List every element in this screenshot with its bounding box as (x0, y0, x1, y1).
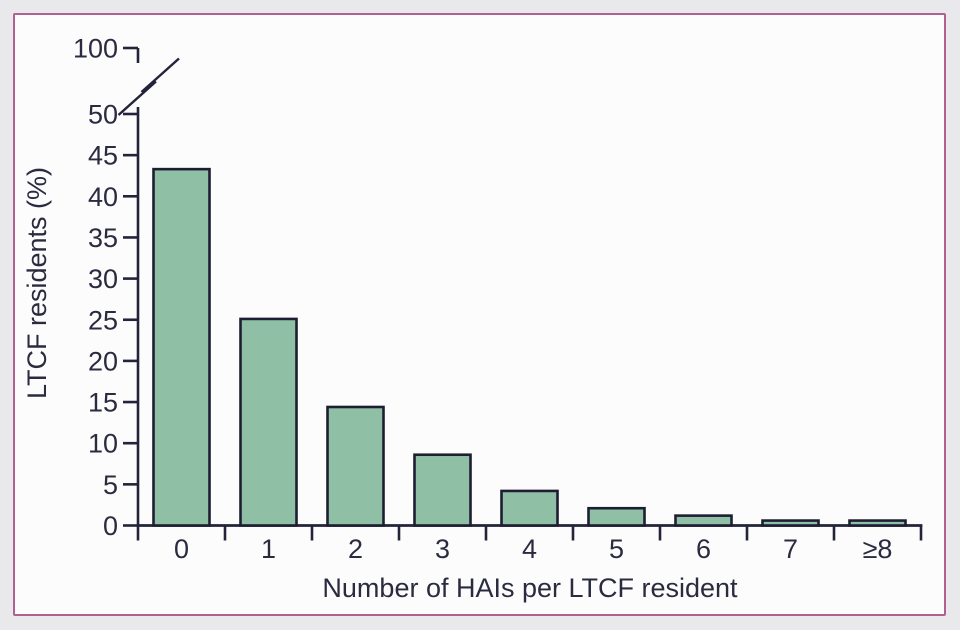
y-axis-title: LTCF residents (%) (22, 167, 52, 399)
bars-layer (152, 167, 907, 527)
bar-cat-3 (413, 453, 472, 527)
y-tick-label: 100 (73, 34, 118, 64)
x-category-label: 2 (348, 534, 363, 564)
y-tick-label: 30 (88, 264, 118, 294)
y-tick-label: 5 (103, 470, 118, 500)
y-tick-label: 50 (88, 100, 118, 130)
bar-cat-8 (848, 519, 907, 527)
bar-cat-1 (239, 317, 298, 527)
bar-cat-5 (587, 506, 646, 527)
x-axis-title: Number of HAIs per LTCF resident (322, 573, 738, 603)
bar-cat-2 (326, 405, 385, 527)
x-category-label: 0 (174, 534, 189, 564)
y-tick-label: 20 (88, 346, 118, 376)
y-tick-label: 40 (88, 182, 118, 212)
x-category-label: ≥8 (863, 534, 893, 564)
y-axis-break-slash (117, 80, 157, 116)
y-tick-label: 45 (88, 141, 118, 171)
bar-cat-4 (500, 489, 559, 527)
x-category-label: 5 (609, 534, 624, 564)
x-category-label: 6 (696, 534, 711, 564)
y-tick-label: 25 (88, 305, 118, 335)
y-axis-break-slash (140, 57, 180, 93)
y-tick-label: 0 (103, 511, 118, 541)
bar-cat-6 (674, 514, 733, 527)
x-category-label: 3 (435, 534, 450, 564)
y-tick-label: 15 (88, 388, 118, 418)
axes-layer (117, 46, 923, 541)
y-tick-label: 10 (88, 429, 118, 459)
x-category-label: 1 (261, 534, 276, 564)
bar-cat-0 (152, 167, 211, 527)
bar-cat-7 (761, 519, 820, 527)
y-tick-label: 35 (88, 223, 118, 253)
x-category-label: 7 (783, 534, 798, 564)
x-category-label: 4 (522, 534, 537, 564)
